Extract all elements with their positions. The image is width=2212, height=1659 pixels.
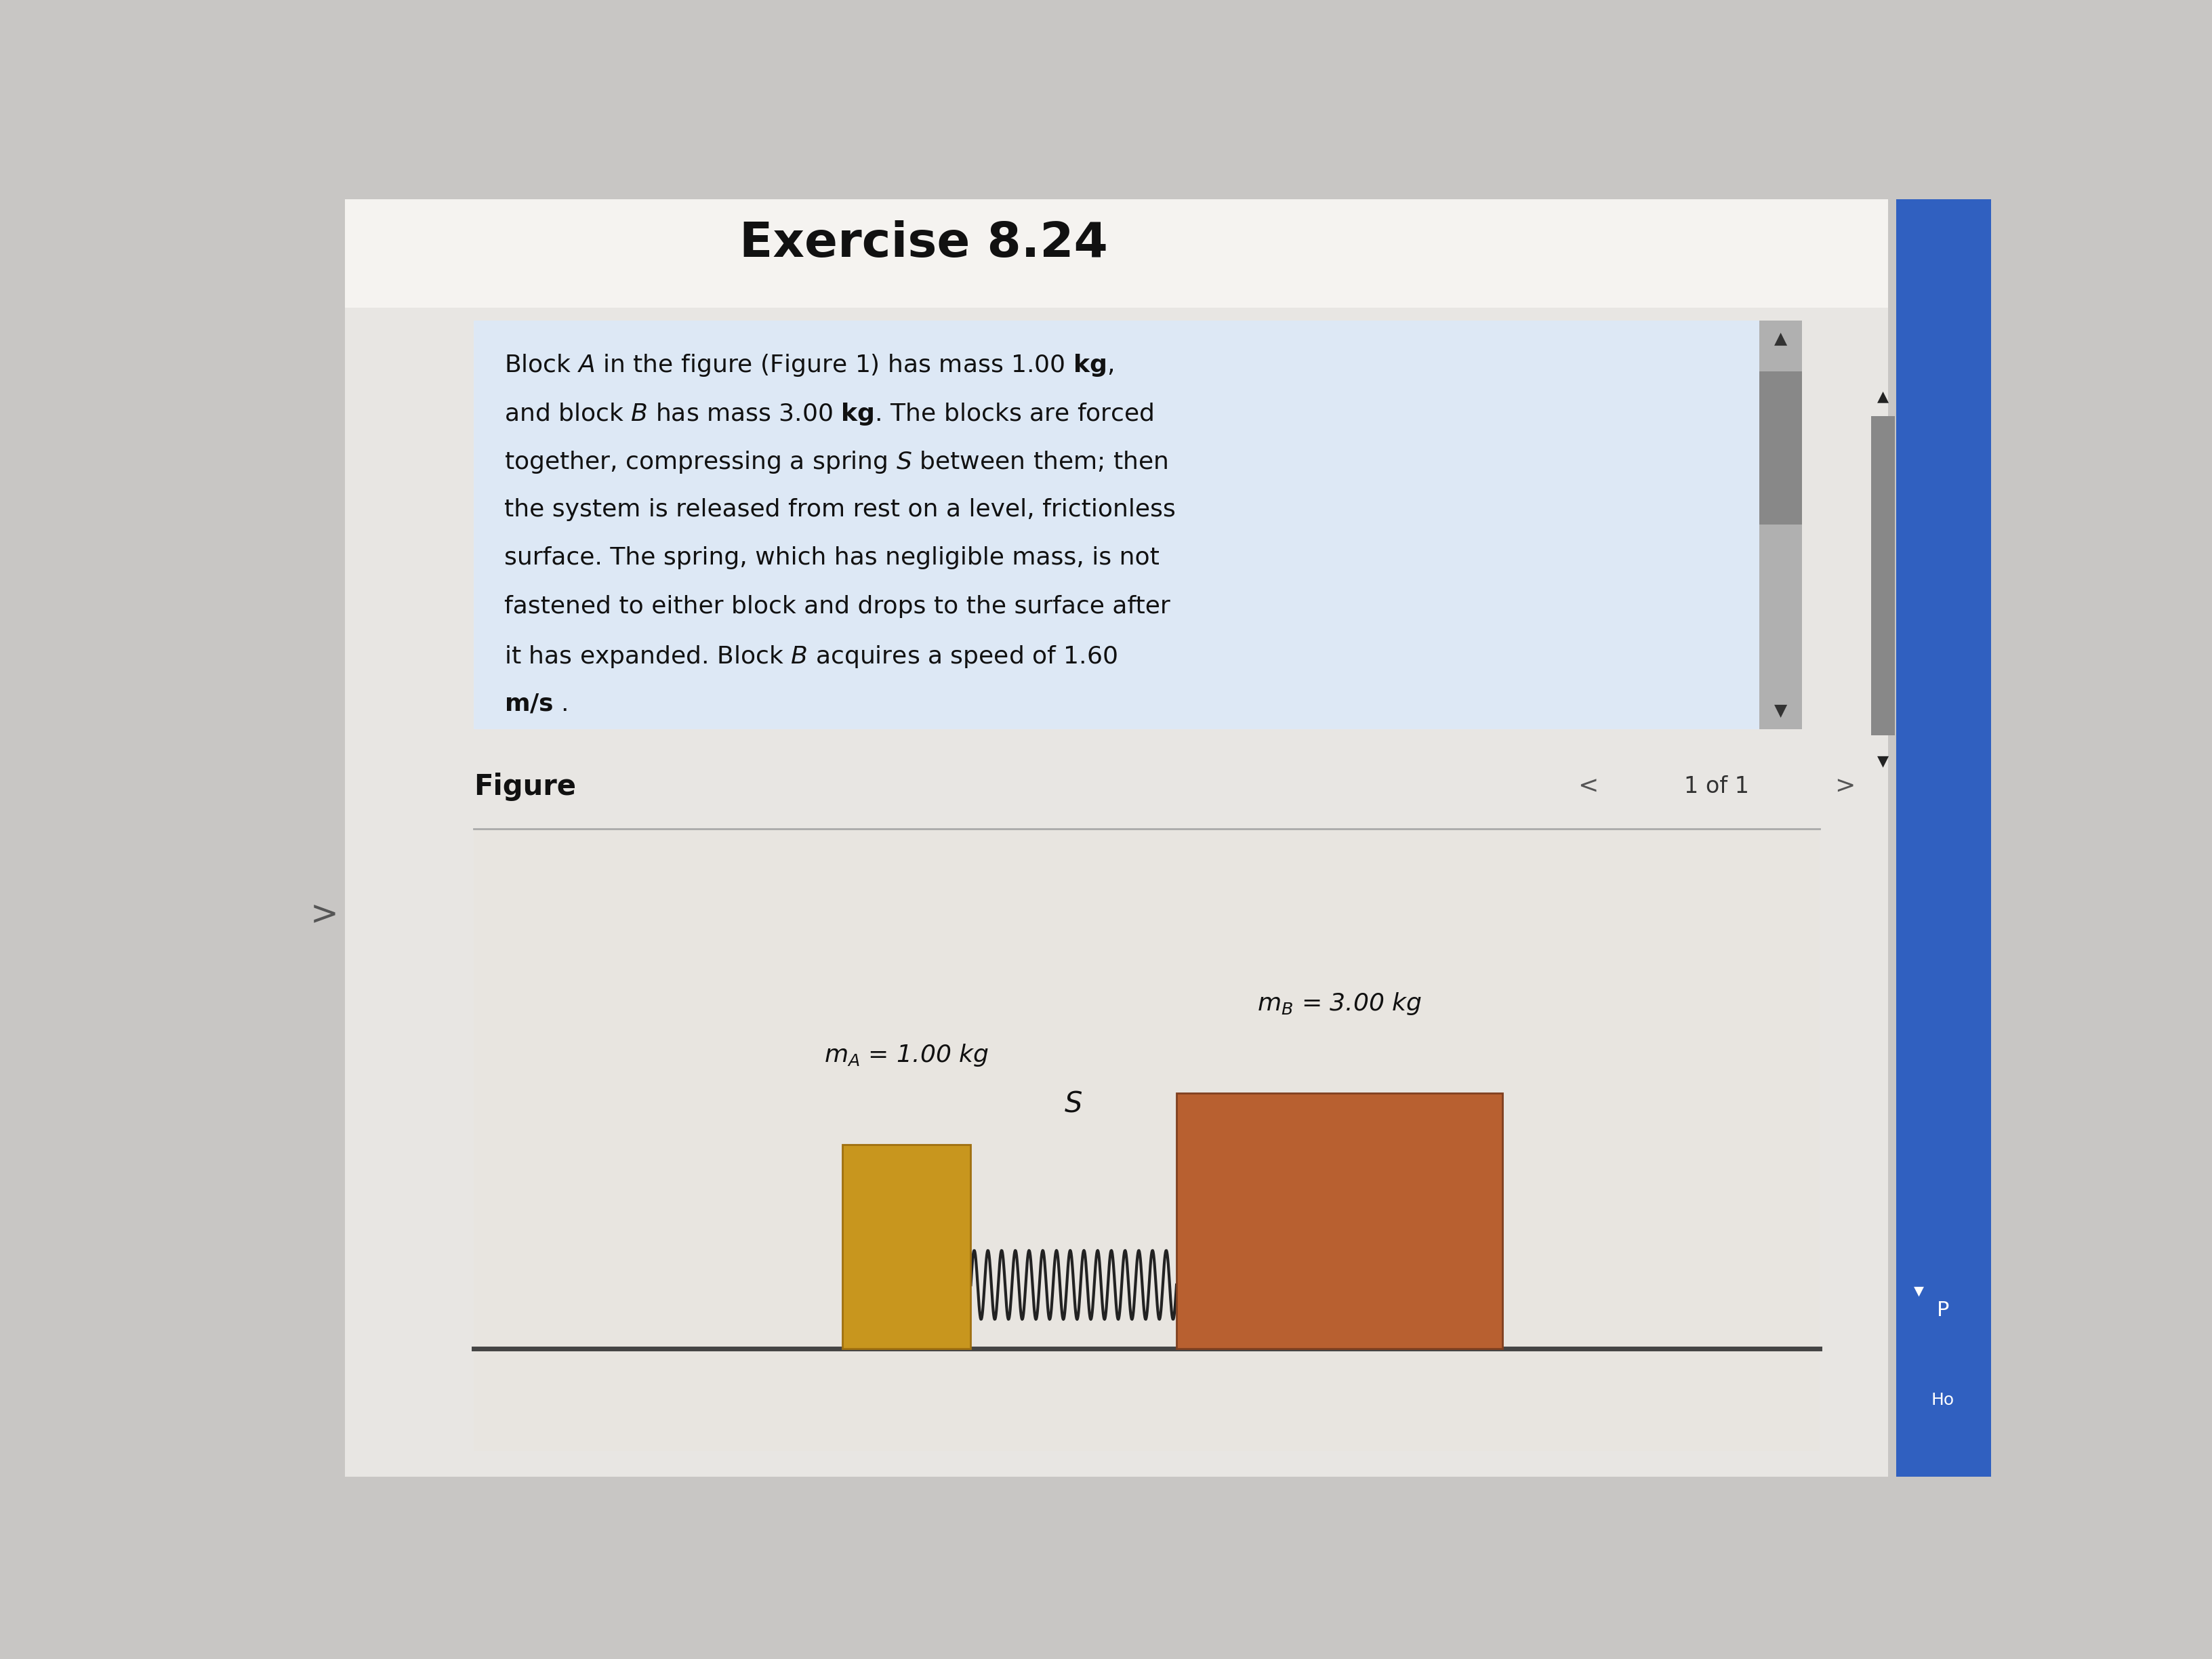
Text: ▲: ▲ bbox=[1774, 330, 1787, 347]
Text: >: > bbox=[310, 898, 338, 931]
Bar bbox=[1759, 372, 1803, 524]
Text: Block $\mathit{A}$ in the figure (Figure 1) has mass 1.00 $\mathbf{kg}$,: Block $\mathit{A}$ in the figure (Figure… bbox=[504, 352, 1115, 378]
Text: ▲: ▲ bbox=[1878, 390, 1889, 403]
Text: ▼: ▼ bbox=[1774, 703, 1787, 718]
Bar bbox=[473, 320, 1759, 730]
Text: S: S bbox=[1064, 1090, 1082, 1118]
Text: the system is released from rest on a level, frictionless: the system is released from rest on a le… bbox=[504, 498, 1177, 521]
Bar bbox=[345, 199, 1887, 307]
Text: Exercise 8.24: Exercise 8.24 bbox=[739, 221, 1108, 267]
Text: $\mathbf{m/s}$ .: $\mathbf{m/s}$ . bbox=[504, 692, 568, 715]
Text: it has expanded. Block $\mathit{B}$ acquires a speed of 1.60: it has expanded. Block $\mathit{B}$ acqu… bbox=[504, 644, 1117, 669]
Text: P: P bbox=[1936, 1301, 1949, 1321]
Bar bbox=[1871, 416, 1896, 735]
Text: together, compressing a spring $\mathit{S}$ between them; then: together, compressing a spring $\mathit{… bbox=[504, 450, 1168, 474]
Bar bbox=[843, 1145, 971, 1349]
Text: surface. The spring, which has negligible mass, is not: surface. The spring, which has negligibl… bbox=[504, 546, 1159, 569]
Text: ▼: ▼ bbox=[1878, 755, 1889, 768]
Bar bbox=[1177, 1093, 1502, 1349]
Text: fastened to either block and drops to the surface after: fastened to either block and drops to th… bbox=[504, 596, 1170, 619]
Bar bbox=[345, 199, 1887, 1477]
Text: 1 of 1: 1 of 1 bbox=[1683, 775, 1750, 798]
Text: $m_B$ = 3.00 kg: $m_B$ = 3.00 kg bbox=[1256, 990, 1422, 1017]
Text: <: < bbox=[1577, 775, 1599, 798]
Bar bbox=[1759, 320, 1803, 730]
Text: Ho: Ho bbox=[1931, 1392, 1955, 1408]
Text: Figure: Figure bbox=[473, 773, 575, 801]
Text: ▼: ▼ bbox=[1913, 1284, 1924, 1297]
Text: >: > bbox=[1834, 775, 1856, 798]
Text: and block $\mathit{B}$ has mass 3.00 $\mathbf{kg}$. The blocks are forced: and block $\mathit{B}$ has mass 3.00 $\m… bbox=[504, 401, 1155, 426]
Bar bbox=[1896, 199, 1991, 1477]
Text: $m_A$ = 1.00 kg: $m_A$ = 1.00 kg bbox=[825, 1042, 989, 1068]
Bar bbox=[473, 830, 1820, 1452]
